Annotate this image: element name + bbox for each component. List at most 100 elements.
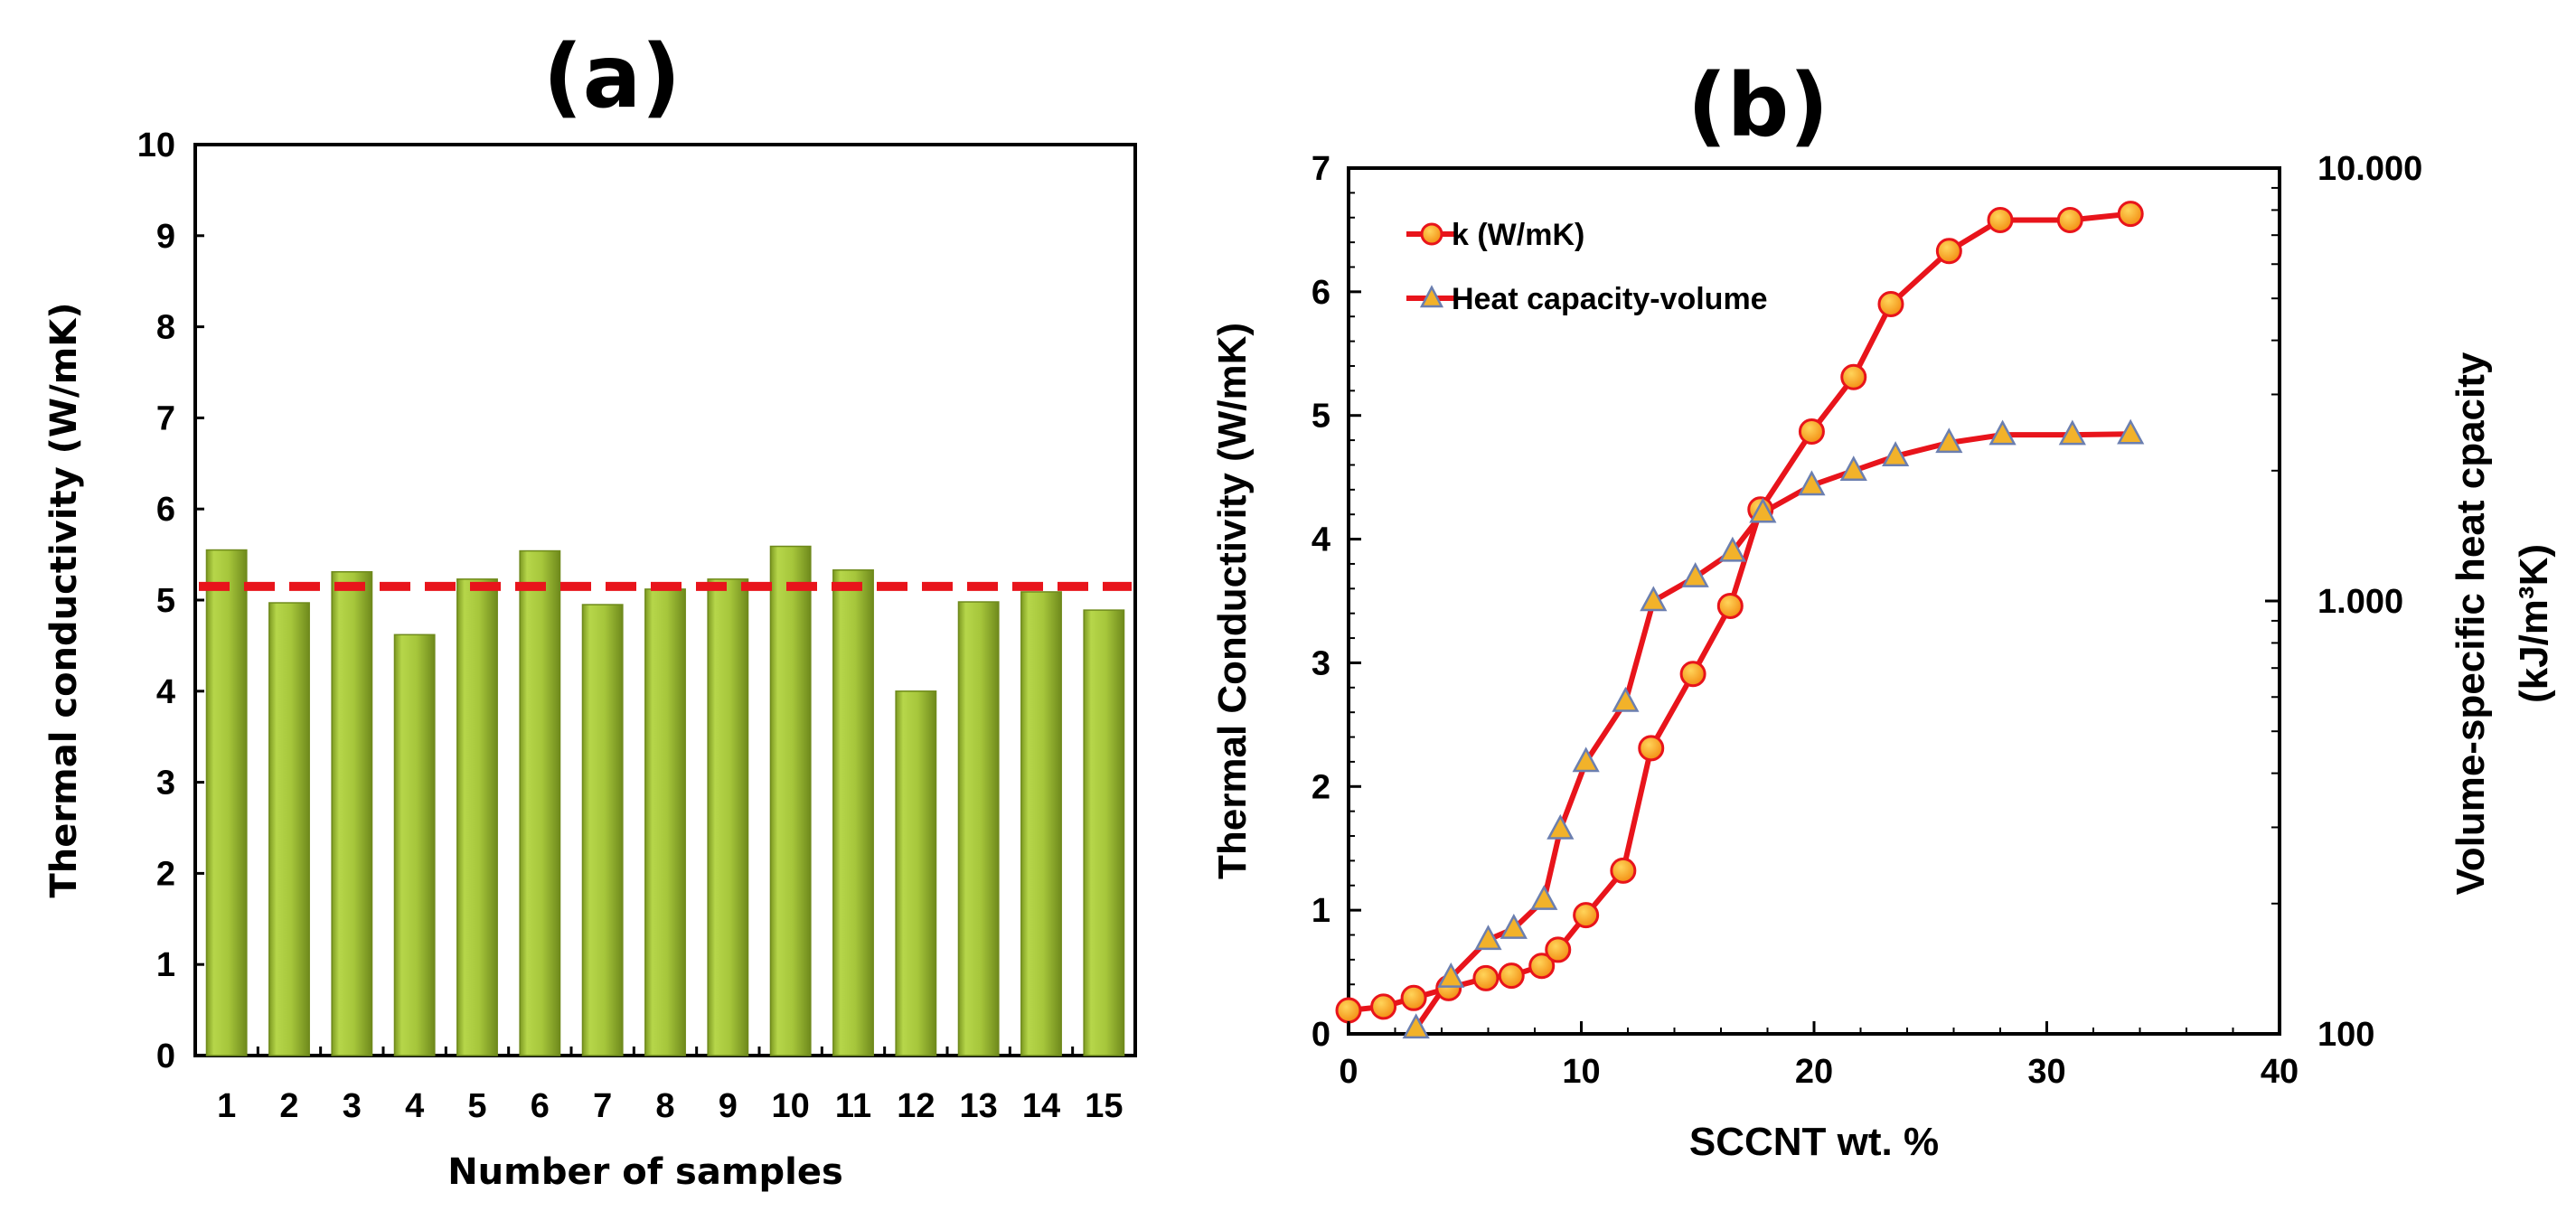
x-tick-label: 13 bbox=[960, 1087, 998, 1125]
heat-capacity-data-point bbox=[1547, 813, 1575, 840]
k-data-point bbox=[1610, 857, 1637, 884]
x-tick-label: 4 bbox=[405, 1087, 424, 1125]
panel-b-right-y-axis-unit: (kJ/m³K) bbox=[2512, 544, 2556, 703]
heat-capacity-data-point bbox=[1500, 913, 1528, 939]
bar-sample-5 bbox=[456, 578, 498, 1056]
legend-heat-capacity-marker bbox=[1419, 285, 1444, 308]
legend-k-label: k (W/mK) bbox=[1452, 218, 1584, 252]
k-data-point bbox=[1545, 936, 1572, 963]
k-data-point bbox=[1498, 962, 1525, 990]
k-data-point bbox=[1528, 953, 1556, 980]
k-data-point bbox=[1987, 206, 2014, 233]
legend-k-marker bbox=[1420, 222, 1443, 246]
panel-a-y-axis-label: Thermal conductivity (W/mK) bbox=[43, 302, 85, 897]
x-tick-label: 7 bbox=[593, 1087, 612, 1125]
x-tick-label: 12 bbox=[897, 1087, 935, 1125]
x-tick-label: 8 bbox=[655, 1087, 674, 1125]
legend-heat-capacity-label: Heat capacity-volume bbox=[1452, 282, 1768, 316]
k-data-point bbox=[1877, 291, 1904, 318]
x-tick-label: 30 bbox=[2027, 1053, 2065, 1091]
bar-sample-7 bbox=[581, 604, 624, 1056]
k-data-point bbox=[2117, 201, 2144, 228]
left-y-tick-label: 3 bbox=[1312, 644, 1330, 682]
left-y-tick-label: 5 bbox=[1312, 398, 1330, 436]
left-y-tick-label: 7 bbox=[1312, 150, 1330, 188]
left-y-tick-label: 1 bbox=[1312, 892, 1330, 930]
k-data-point bbox=[1370, 993, 1397, 1020]
panel-b-right-y-axis-label: Volume-specific heat cpacity bbox=[2449, 352, 2493, 895]
x-tick-label: 6 bbox=[531, 1087, 550, 1125]
y-tick-label: 6 bbox=[156, 491, 175, 529]
right-y-tick-label: 1.000 bbox=[2317, 583, 2403, 621]
x-tick-label: 11 bbox=[835, 1087, 871, 1125]
heat-capacity-data-point bbox=[1530, 885, 1558, 910]
bar-sample-3 bbox=[331, 571, 373, 1056]
bar-sample-11 bbox=[832, 568, 874, 1056]
heat-capacity-data-point bbox=[2058, 419, 2086, 446]
k-data-point bbox=[1840, 363, 1867, 390]
x-tick-label: 40 bbox=[2261, 1053, 2299, 1091]
y-tick-label: 2 bbox=[156, 855, 175, 893]
x-tick-label: 15 bbox=[1085, 1087, 1123, 1125]
y-tick-label: 7 bbox=[156, 399, 175, 437]
bar-sample-9 bbox=[707, 578, 749, 1056]
k-data-point bbox=[1679, 661, 1706, 688]
heat-capacity-data-point bbox=[1437, 962, 1465, 988]
heat-capacity-data-point bbox=[1749, 497, 1777, 523]
panel-a-title: (a) bbox=[543, 26, 682, 127]
left-y-tick-label: 4 bbox=[1312, 521, 1330, 559]
heat-capacity-data-point bbox=[1474, 925, 1502, 951]
bar-sample-1 bbox=[205, 549, 248, 1056]
panel-b-left-y-axis-label: Thermal Conductivity (W/mK) bbox=[1210, 323, 1255, 879]
heat-capacity-data-point bbox=[1681, 562, 1709, 587]
heat-capacity-data-point bbox=[1839, 455, 1867, 482]
k-data-point bbox=[1716, 592, 1744, 619]
bar-sample-10 bbox=[769, 545, 812, 1056]
x-tick-label: 3 bbox=[343, 1087, 362, 1125]
y-tick-label: 9 bbox=[156, 218, 175, 256]
bar-sample-2 bbox=[268, 602, 310, 1056]
k-data-point bbox=[1400, 984, 1427, 1011]
x-tick-label: 0 bbox=[1339, 1053, 1358, 1091]
panel-b-legend: k (W/mK) Heat capacity-volume bbox=[1406, 218, 1768, 316]
bar-sample-6 bbox=[519, 549, 561, 1056]
y-tick-label: 1 bbox=[156, 946, 175, 984]
panel-b: (b) 0 1 2 3 4 5 6 7 100 1.000 10.000 0 10 20 30 40 SC… bbox=[1210, 55, 2556, 1164]
k-data-point bbox=[1798, 418, 1825, 446]
x-tick-label: 9 bbox=[719, 1087, 738, 1125]
left-y-tick-label: 0 bbox=[1312, 1016, 1330, 1054]
panel-b-title: (b) bbox=[1688, 55, 1829, 156]
heat-capacity-data-point bbox=[1935, 427, 1963, 454]
bar-sample-15 bbox=[1083, 609, 1125, 1056]
k-data-point bbox=[2056, 206, 2083, 233]
left-y-tick-label: 6 bbox=[1312, 274, 1330, 312]
k-data-point bbox=[1472, 964, 1500, 991]
x-tick-label: 10 bbox=[772, 1087, 810, 1125]
bar-sample-13 bbox=[957, 601, 1000, 1056]
bar-sample-8 bbox=[644, 588, 686, 1056]
heat-capacity-data-point bbox=[1612, 686, 1640, 712]
x-tick-label: 14 bbox=[1022, 1087, 1060, 1125]
bar-sample-14 bbox=[1020, 591, 1062, 1056]
right-y-tick-label: 100 bbox=[2317, 1016, 2374, 1054]
right-y-tick-label: 10.000 bbox=[2317, 150, 2422, 188]
x-tick-label: 10 bbox=[1562, 1053, 1600, 1091]
left-y-tick-label: 2 bbox=[1312, 768, 1330, 806]
heat-capacity-data-point bbox=[1718, 536, 1746, 562]
heat-capacity-data-point bbox=[1882, 441, 1910, 467]
y-tick-label: 10 bbox=[137, 127, 175, 164]
x-tick-label: 2 bbox=[279, 1087, 298, 1125]
bar-sample-12 bbox=[895, 690, 937, 1056]
heat-capacity-data-point bbox=[1988, 419, 2017, 446]
k-data-point bbox=[1573, 902, 1600, 929]
bar-sample-4 bbox=[393, 634, 436, 1056]
k-data-point bbox=[1638, 735, 1665, 762]
x-tick-label: 20 bbox=[1795, 1053, 1833, 1091]
heat-capacity-data-point bbox=[1798, 470, 1826, 496]
y-tick-label: 0 bbox=[156, 1037, 175, 1075]
series-line-heat-capacity bbox=[1414, 431, 2131, 1030]
heat-capacity-data-point bbox=[1572, 746, 1600, 773]
heat-capacity-data-point bbox=[1402, 1013, 1430, 1039]
